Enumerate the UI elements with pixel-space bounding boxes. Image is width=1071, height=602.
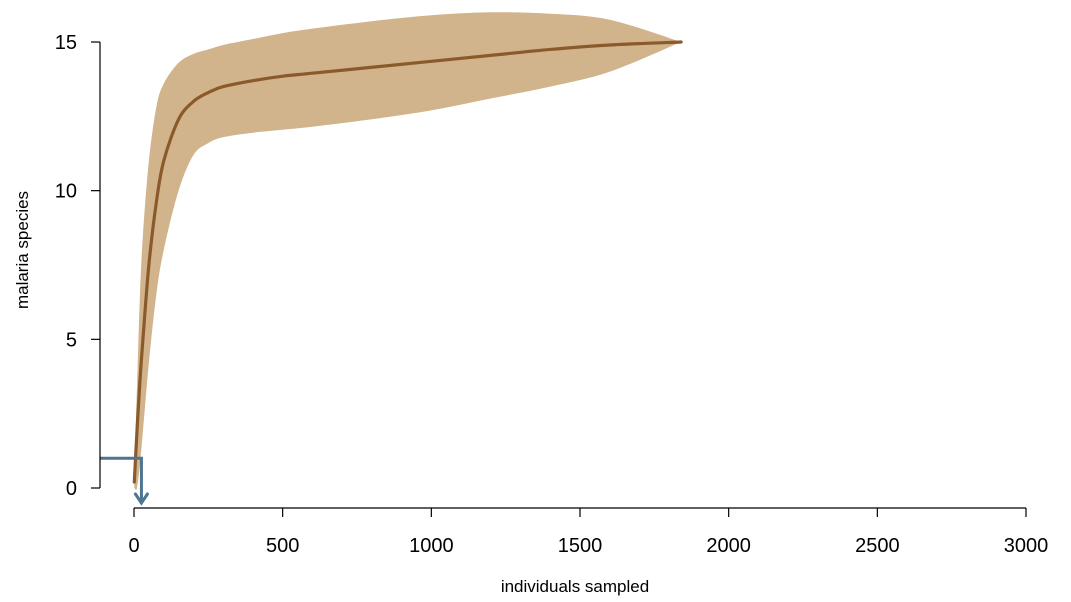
y-axis: 0 5 10 15 bbox=[55, 32, 101, 500]
x-tick-label: 1500 bbox=[558, 535, 603, 557]
x-tick-label: 3000 bbox=[1004, 535, 1049, 557]
x-tick-label: 2500 bbox=[855, 535, 900, 557]
y-tick-label: 15 bbox=[55, 32, 77, 54]
x-axis-title: individuals sampled bbox=[501, 577, 649, 596]
y-tick-label: 5 bbox=[66, 329, 77, 351]
rarefaction-curve bbox=[132, 40, 683, 484]
x-tick-label: 500 bbox=[266, 535, 299, 557]
y-tick-label: 10 bbox=[55, 181, 77, 203]
observed-marker-arrow bbox=[133, 492, 149, 506]
y-axis-title: malaria species bbox=[13, 191, 32, 309]
x-tick-label: 1000 bbox=[409, 535, 454, 557]
observed-marker-line bbox=[100, 456, 143, 502]
x-tick-label: 2000 bbox=[706, 535, 751, 557]
x-axis: 0 500 1000 1500 2000 2500 3000 bbox=[128, 507, 1049, 557]
confidence-band bbox=[134, 12, 682, 490]
plot-area bbox=[100, 12, 683, 506]
y-tick-label: 0 bbox=[66, 478, 77, 500]
x-tick-label: 0 bbox=[128, 535, 139, 557]
